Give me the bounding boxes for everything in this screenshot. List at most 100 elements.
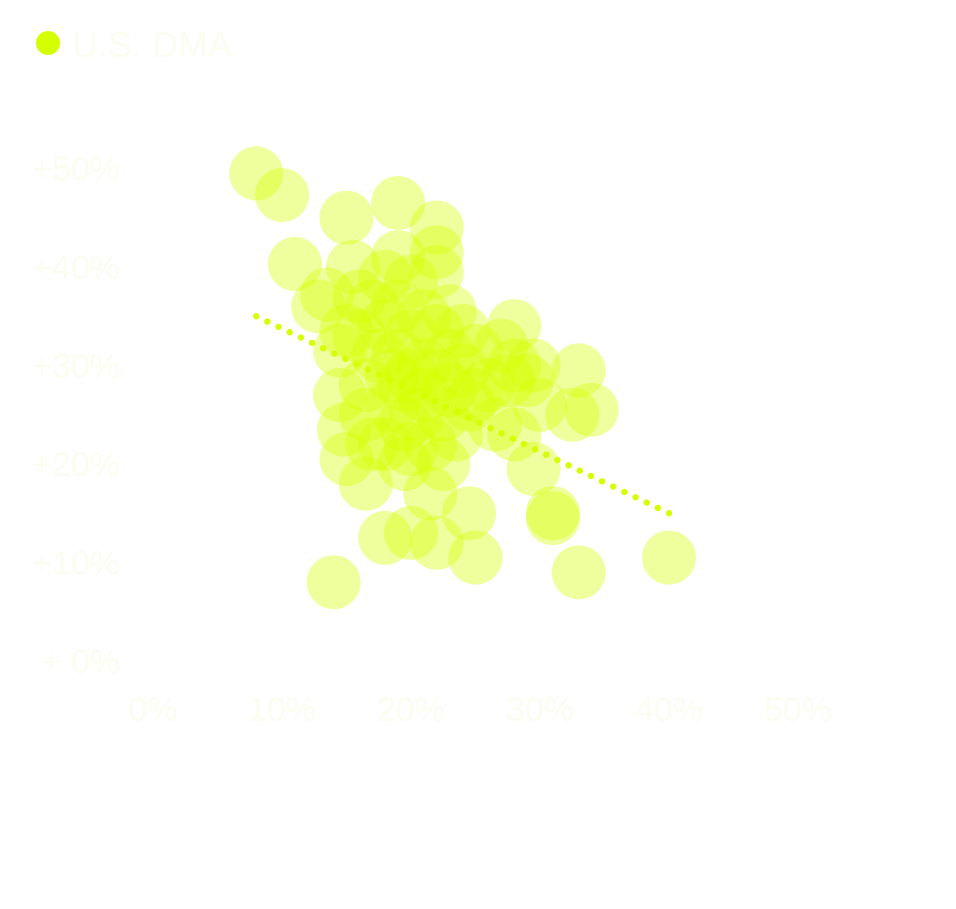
y-axis-tick-labels: + 0% +10% +20% +30% +40% +50%: [32, 151, 120, 682]
scatter-point: [442, 486, 497, 541]
trend-line: [253, 313, 673, 517]
scatter-point: [435, 304, 490, 359]
trend-line-dot: [476, 419, 483, 426]
scatter-point: [409, 515, 464, 570]
trend-line-dot: [610, 483, 617, 490]
scatter-point: [255, 168, 309, 223]
legend-swatch-us-dma: [36, 31, 60, 55]
scatter-point: [371, 230, 426, 285]
scatter-point: [377, 358, 432, 413]
scatter-point: [551, 343, 606, 398]
scatter-point: [364, 348, 419, 403]
scatter-point: [461, 358, 516, 413]
scatter-point: [480, 353, 535, 408]
x-tick-label: 50%: [764, 691, 832, 729]
scatter-point: [384, 505, 438, 560]
scatter-point: [371, 328, 426, 383]
trend-line-dot: [543, 451, 550, 458]
trend-line-dot: [364, 366, 371, 373]
scatter-point: [409, 200, 464, 255]
trend-line-dot: [665, 510, 673, 517]
trend-line-dot: [621, 488, 628, 496]
trend-line-dot: [375, 371, 383, 379]
scatter-point: [448, 323, 503, 378]
scatter-point: [384, 308, 438, 363]
scatter-point: [403, 417, 458, 472]
trend-line-dot: [531, 446, 539, 453]
scatter-point: [422, 328, 477, 383]
scatter-point: [435, 343, 490, 398]
scatter-point: [442, 377, 497, 432]
scatter-point: [487, 407, 542, 462]
trend-line-dot: [319, 344, 327, 352]
scatter-point: [377, 397, 432, 452]
scatter-point: [500, 353, 555, 408]
trend-line-dot: [420, 392, 427, 400]
scatter-point: [513, 377, 567, 432]
scatter-point: [358, 417, 413, 472]
scatter-point: [416, 387, 471, 442]
scatter-point: [448, 368, 503, 423]
legend-label-us-dma: U.S. DMA: [72, 24, 232, 65]
trend-line-dot: [598, 478, 606, 485]
scatter-point: [338, 387, 393, 442]
scatter-point: [409, 225, 464, 280]
scatter-point: [487, 299, 542, 354]
scatter-point: [358, 249, 413, 304]
scatter-point: [545, 387, 600, 442]
scatter-point: [332, 269, 387, 324]
trend-line-dot: [576, 467, 583, 474]
trend-line-dot: [464, 414, 472, 421]
trend-line-dot: [520, 440, 528, 448]
scatter-point: [384, 422, 438, 477]
trend-line-dot: [398, 382, 405, 389]
scatter-point: [319, 190, 374, 245]
y-tick-label: +40%: [32, 249, 120, 287]
scatter-point: [384, 348, 438, 403]
trend-line-dot: [275, 323, 282, 331]
trend-line-dot: [409, 387, 416, 394]
scatter-point: [525, 486, 580, 541]
scatter-point: [306, 555, 361, 610]
scatter-point: [338, 456, 393, 511]
scatter-point: [409, 304, 464, 359]
scatter-point: [267, 237, 322, 292]
scatter-point: [416, 437, 471, 491]
scatter-point: [229, 146, 284, 201]
scatter-point: [325, 240, 380, 294]
y-tick-label: +30%: [32, 348, 120, 386]
trend-line-dot: [264, 318, 271, 325]
scatter-point: [642, 530, 696, 585]
trend-line-dot: [587, 472, 595, 480]
trend-line-dot: [286, 329, 293, 336]
scatter-point: [313, 368, 368, 423]
scatter-point: [564, 382, 619, 437]
legend: U.S. DMA: [36, 24, 232, 65]
trend-line-dot: [308, 339, 316, 347]
trend-line-dot: [386, 376, 394, 384]
scatter-point: [300, 267, 355, 322]
scatter-point: [319, 432, 374, 487]
x-axis-tick-labels: 0% 10% 20% 30% 40% 50%: [128, 691, 832, 729]
y-tick-label: + 0%: [42, 643, 120, 681]
trend-line-dot: [632, 494, 639, 501]
scatter-point: [358, 510, 413, 565]
trend-line-dot: [487, 424, 494, 432]
x-tick-label: 30%: [506, 691, 574, 729]
scatter-point: [345, 279, 400, 334]
scatter-point: [525, 491, 580, 546]
trend-line-dot: [297, 334, 305, 341]
scatter-point: [291, 279, 346, 334]
y-tick-label: +50%: [32, 151, 120, 189]
scatter-point: [377, 437, 432, 491]
scatter-point: [384, 254, 438, 309]
scatter-point: [316, 402, 371, 457]
scatter-point: [448, 530, 503, 585]
scatter-point: [422, 284, 477, 339]
scatter-point: [396, 289, 451, 344]
scatter-point: [403, 466, 458, 521]
trend-line-dot: [509, 435, 517, 442]
scatter-point: [409, 348, 464, 403]
